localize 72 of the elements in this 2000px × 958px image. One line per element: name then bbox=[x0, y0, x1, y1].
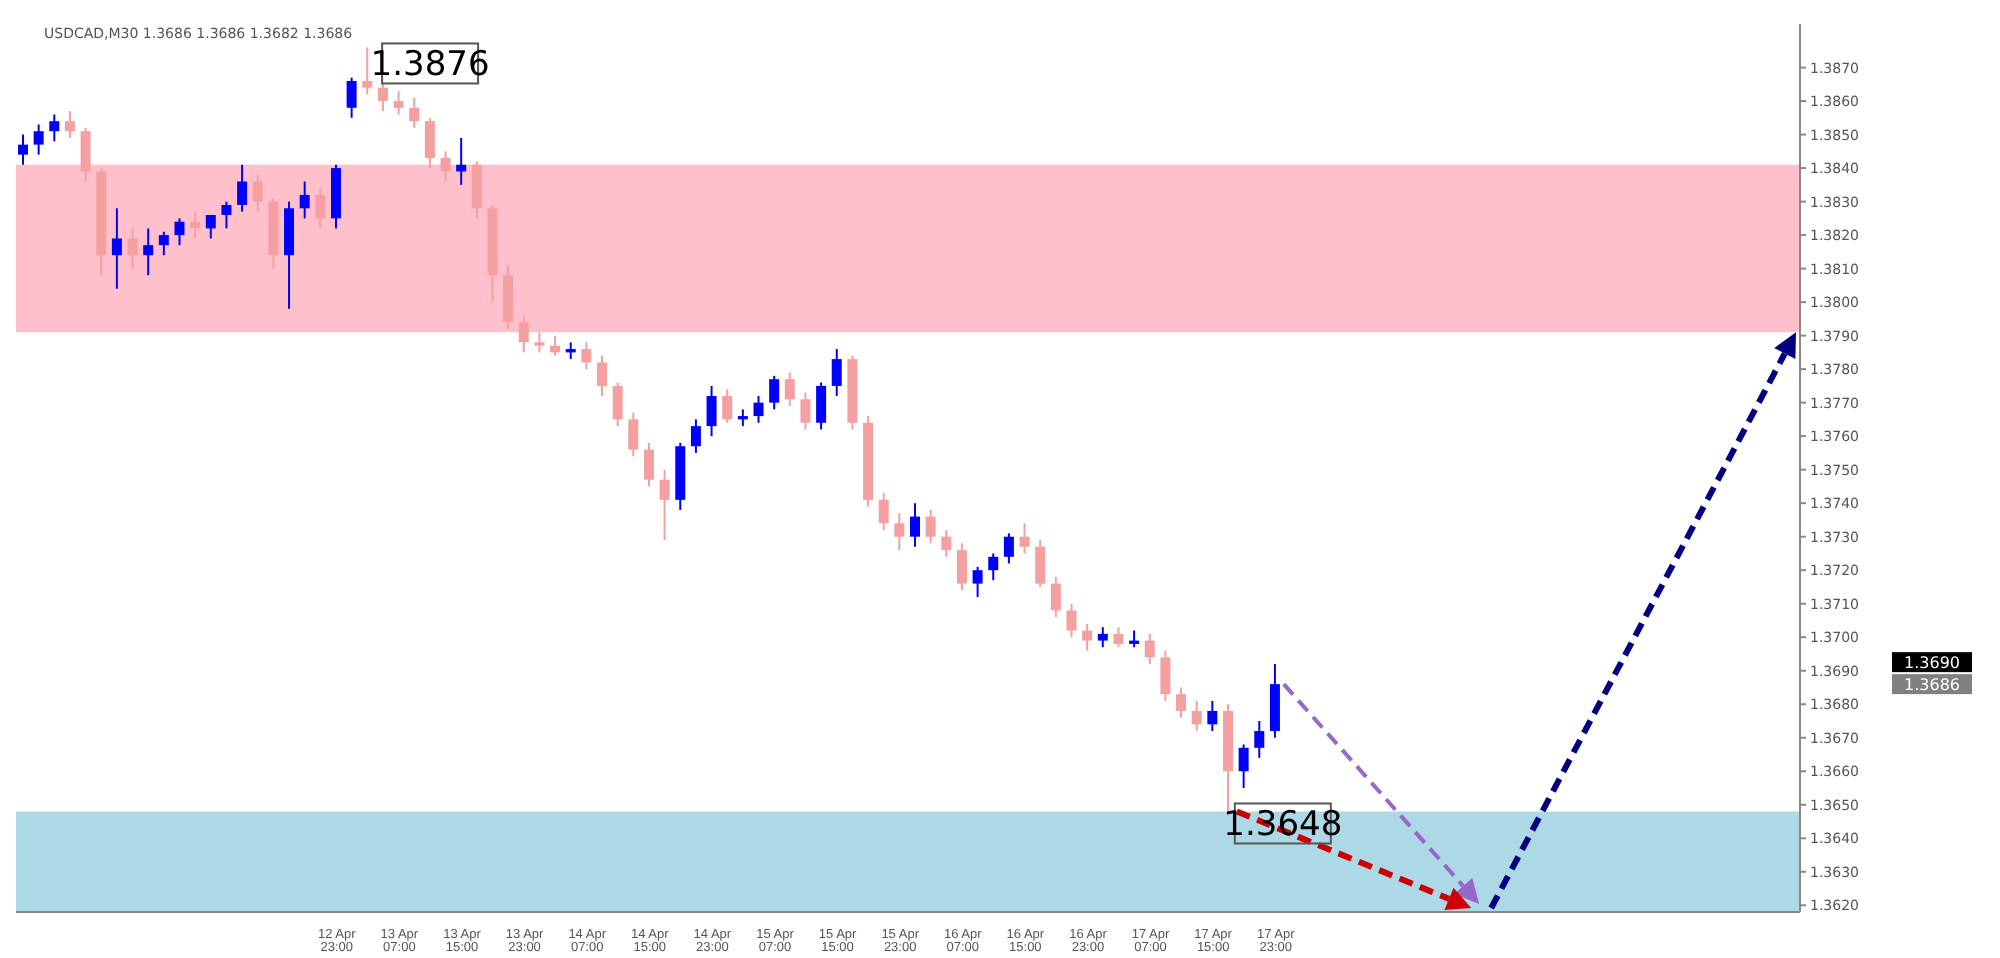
candlestick bbox=[534, 331, 545, 354]
candlestick bbox=[831, 348, 842, 397]
candlestick bbox=[816, 381, 827, 431]
candlestick bbox=[1238, 743, 1249, 790]
text: 1.3690 bbox=[1904, 654, 1960, 673]
candlestick bbox=[690, 418, 701, 454]
candlestick bbox=[1113, 626, 1124, 649]
candlestick bbox=[706, 384, 717, 438]
candlestick bbox=[456, 136, 467, 186]
candlestick bbox=[550, 334, 561, 357]
candlestick bbox=[988, 552, 999, 582]
candlestick bbox=[894, 512, 905, 552]
candlestick bbox=[1082, 622, 1093, 652]
candlestick bbox=[158, 230, 169, 257]
candlestick bbox=[33, 123, 44, 156]
candlestick bbox=[18, 133, 28, 166]
text: 1.3686 bbox=[1904, 676, 1960, 695]
candlestick bbox=[80, 126, 91, 183]
candlestick bbox=[659, 468, 670, 542]
candlestick bbox=[1050, 575, 1061, 619]
candlestick bbox=[1144, 632, 1155, 666]
candlestick bbox=[925, 508, 936, 545]
candlestick bbox=[722, 388, 733, 424]
candlestick bbox=[1191, 699, 1202, 733]
candlestick bbox=[1176, 686, 1187, 719]
candlestick bbox=[878, 492, 889, 531]
candlestick bbox=[205, 214, 216, 240]
candlestick bbox=[49, 113, 60, 143]
candlestick bbox=[409, 96, 420, 129]
candlestick bbox=[910, 502, 920, 548]
candlestick bbox=[1097, 626, 1108, 649]
candlestick bbox=[64, 110, 75, 139]
candlestick bbox=[800, 391, 811, 431]
candlestick bbox=[377, 79, 388, 113]
candlestick bbox=[284, 200, 295, 310]
candlestick bbox=[299, 180, 310, 220]
candlestick bbox=[252, 173, 263, 213]
candlestick bbox=[127, 227, 138, 270]
candlestick bbox=[111, 207, 122, 290]
candlestick bbox=[190, 210, 201, 240]
candlestick bbox=[643, 441, 654, 488]
candlestick bbox=[1160, 649, 1171, 702]
candlestick bbox=[315, 187, 326, 230]
candlestick bbox=[503, 264, 514, 330]
candlestick bbox=[1003, 532, 1014, 565]
candlestick bbox=[784, 371, 795, 408]
candlestick bbox=[581, 341, 592, 371]
candlestick bbox=[1019, 522, 1030, 555]
candlestick bbox=[956, 542, 967, 592]
candlestick bbox=[174, 217, 185, 247]
candlestick bbox=[1207, 699, 1218, 733]
candlestick bbox=[1269, 663, 1280, 739]
candlestick bbox=[628, 411, 639, 458]
candlestick bbox=[362, 46, 373, 96]
candlestick bbox=[1254, 720, 1265, 759]
candlestick bbox=[346, 76, 357, 119]
candlestick bbox=[1066, 602, 1077, 639]
candlestick bbox=[471, 160, 482, 220]
candlestick bbox=[941, 528, 952, 558]
candlestick bbox=[237, 163, 248, 213]
candlestick bbox=[972, 565, 983, 599]
candlestick bbox=[518, 314, 529, 354]
candlestick bbox=[769, 374, 780, 411]
candlestick bbox=[424, 116, 435, 170]
candlestick bbox=[612, 381, 623, 428]
candlestick bbox=[221, 200, 232, 230]
candlestick bbox=[143, 227, 154, 277]
candlestick bbox=[753, 394, 764, 424]
candlestick bbox=[597, 354, 608, 397]
candlestick bbox=[1035, 539, 1046, 588]
candlestick bbox=[393, 90, 404, 116]
candlestick bbox=[440, 150, 451, 183]
